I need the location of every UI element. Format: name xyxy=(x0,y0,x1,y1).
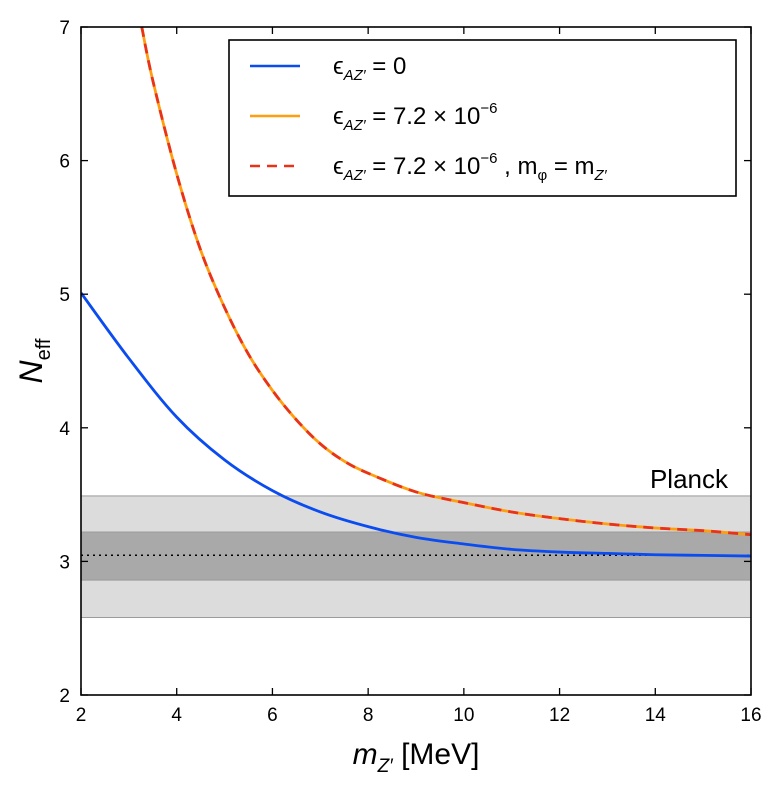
x-tick-label: 4 xyxy=(171,705,182,726)
plot-frame xyxy=(80,26,752,696)
y-tick-label: 3 xyxy=(59,552,70,573)
legend-entry-eps-72: ϵAZ′ = 7.2 × 10−6 xyxy=(250,100,497,134)
ticks-layer: 2 4 6 8 10 12 14 16 2 3 4 5 6 7 xyxy=(59,18,761,726)
x-axis-label: mZ′ [MeV] xyxy=(353,738,480,777)
legend: ϵAZ′ = 0 ϵAZ′ = 7.2 × 10−6 ϵAZ′ = 7.2 × … xyxy=(228,39,737,197)
planck-annotation: Planck xyxy=(650,464,729,494)
legend-label-eps-72-mphi: ϵAZ′ = 7.2 × 10−6 , mφ = mZ′ xyxy=(333,150,608,184)
x-tick-label: 2 xyxy=(76,705,87,726)
y-tick-label: 6 xyxy=(59,152,70,173)
y-tick-label: 5 xyxy=(59,285,70,306)
y-tick-label: 2 xyxy=(59,686,70,707)
series-layer xyxy=(81,27,751,558)
x-tick-label: 6 xyxy=(267,705,278,726)
x-tick-label: 14 xyxy=(645,705,667,726)
series-line-eps-zero xyxy=(81,292,751,558)
planck-band-inner xyxy=(81,531,751,581)
x-tick-label: 8 xyxy=(363,705,374,726)
y-axis-label: Neff xyxy=(13,338,55,383)
y-tick-label: 7 xyxy=(59,18,70,39)
x-tick-label: 16 xyxy=(740,705,761,726)
x-tick-label: 12 xyxy=(549,705,570,726)
legend-label-eps-zero: ϵAZ′ = 0 xyxy=(333,53,406,84)
legend-entry-eps-72-mphi: ϵAZ′ = 7.2 × 10−6 , mφ = mZ′ xyxy=(250,150,608,184)
series-line-eps-72 xyxy=(140,27,751,537)
legend-box xyxy=(228,39,737,197)
legend-entry-eps-zero: ϵAZ′ = 0 xyxy=(250,53,406,84)
legend-label-eps-72: ϵAZ′ = 7.2 × 10−6 xyxy=(333,100,497,134)
x-tick-label: 10 xyxy=(453,705,474,726)
band-layer xyxy=(81,495,751,619)
y-tick-label: 4 xyxy=(59,419,70,440)
